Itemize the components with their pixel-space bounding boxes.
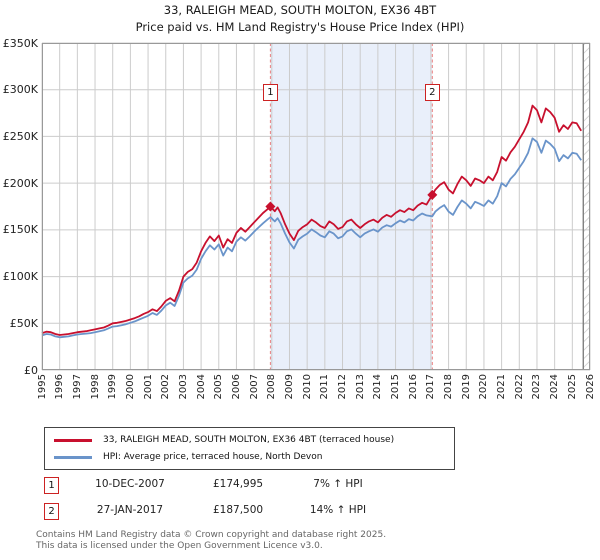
sale-2-date: 27-JAN-2017 <box>96 504 164 516</box>
chart-title: 33, RALEIGH MEAD, SOUTH MOLTON, EX36 4BT <box>163 3 437 17</box>
legend-label-property: 33, RALEIGH MEAD, SOUTH MOLTON, EX36 4BT… <box>103 435 395 445</box>
y-tick-label: £150K <box>2 223 38 237</box>
x-tick-label: 1999 <box>107 374 119 400</box>
sale-1-chart-badge: 1 <box>262 84 278 101</box>
sale-1-number-badge: 1 <box>44 477 59 494</box>
sale-2-chart-badge: 2 <box>424 84 440 101</box>
sale-2-price: £187,500 <box>213 504 264 516</box>
y-tick-label: £250K <box>2 129 38 143</box>
y-tick-label: £50K <box>9 316 38 330</box>
sale-1-hpi-delta: 7% ↑ HPI <box>313 478 363 490</box>
x-tick-label: 2013 <box>354 374 366 400</box>
sale-marker-diamond <box>427 189 438 200</box>
x-tick-label: 2012 <box>337 374 349 400</box>
legend-item-property: 33, RALEIGH MEAD, SOUTH MOLTON, EX36 4BT… <box>45 433 454 447</box>
x-tick-label: 2000 <box>124 374 136 400</box>
x-tick-label: 2010 <box>301 374 313 400</box>
sale-1-date: 10-DEC-2007 <box>95 478 165 490</box>
sale-annotation-row-1: 1 10-DEC-2007 £174,995 7% ↑ HPI <box>0 477 600 494</box>
y-tick-label: £300K <box>2 83 38 97</box>
x-tick-label: 2001 <box>142 374 154 400</box>
legend-line-sample-blue <box>54 455 92 459</box>
y-tick-label: £350K <box>2 36 38 50</box>
future-hatch-band <box>583 43 590 370</box>
x-tick-label: 2015 <box>390 374 402 400</box>
plot-frame <box>42 43 590 370</box>
x-tick-label: 1995 <box>36 374 48 400</box>
sale-marker-diamond <box>265 201 276 212</box>
chart-subtitle: Price paid vs. HM Land Registry's House … <box>135 20 465 34</box>
x-tick-label: 2011 <box>319 374 331 400</box>
x-tick-label: 2002 <box>160 374 172 400</box>
x-tick-label: 2005 <box>213 374 225 400</box>
legend-line-sample-red <box>54 438 92 442</box>
x-tick-label: 1996 <box>54 374 66 400</box>
legend-label-hpi: HPI: Average price, terraced house, Nort… <box>103 452 323 462</box>
sale-annotation-row-2: 2 27-JAN-2017 £187,500 14% ↑ HPI <box>0 503 600 520</box>
x-tick-label: 2008 <box>266 374 278 400</box>
sale-2-number-badge: 2 <box>44 503 59 520</box>
x-tick-label: 1998 <box>89 374 101 400</box>
sale-2-hpi-delta: 14% ↑ HPI <box>309 504 367 516</box>
x-tick-label: 2021 <box>496 374 508 400</box>
legend: 33, RALEIGH MEAD, SOUTH MOLTON, EX36 4BT… <box>44 427 455 470</box>
footer-licence: This data is licensed under the Open Gov… <box>36 541 323 551</box>
price-paid-line <box>41 104 582 336</box>
x-tick-label: 2018 <box>443 374 455 400</box>
x-tick-label: 2024 <box>549 374 561 400</box>
x-tick-label: 1997 <box>71 374 83 400</box>
x-tick-label: 2007 <box>248 374 260 400</box>
x-tick-label: 2006 <box>230 374 242 400</box>
x-tick-label: 2014 <box>372 374 384 400</box>
hpi-line <box>41 137 582 339</box>
x-tick-label: 2022 <box>513 374 525 400</box>
x-tick-label: 2023 <box>531 374 543 400</box>
sale-1-price: £174,995 <box>213 478 264 490</box>
x-tick-label: 2025 <box>566 374 578 400</box>
y-tick-label: £200K <box>2 176 38 190</box>
y-tick-label: £0 <box>24 363 38 377</box>
footer-copyright: Contains HM Land Registry data © Crown c… <box>36 530 387 540</box>
x-tick-label: 2026 <box>584 374 596 400</box>
x-tick-label: 2017 <box>425 374 437 400</box>
x-tick-label: 2003 <box>177 374 189 400</box>
x-tick-label: 2009 <box>283 374 295 400</box>
x-tick-label: 2020 <box>478 374 490 400</box>
x-tick-label: 2004 <box>195 374 207 400</box>
legend-item-hpi: HPI: Average price, terraced house, Nort… <box>45 450 454 464</box>
y-tick-label: £100K <box>2 270 38 284</box>
x-tick-label: 2016 <box>407 374 419 400</box>
price-chart-plot <box>41 42 591 371</box>
x-tick-label: 2019 <box>460 374 472 400</box>
between-sales-shaded-band <box>270 43 433 370</box>
